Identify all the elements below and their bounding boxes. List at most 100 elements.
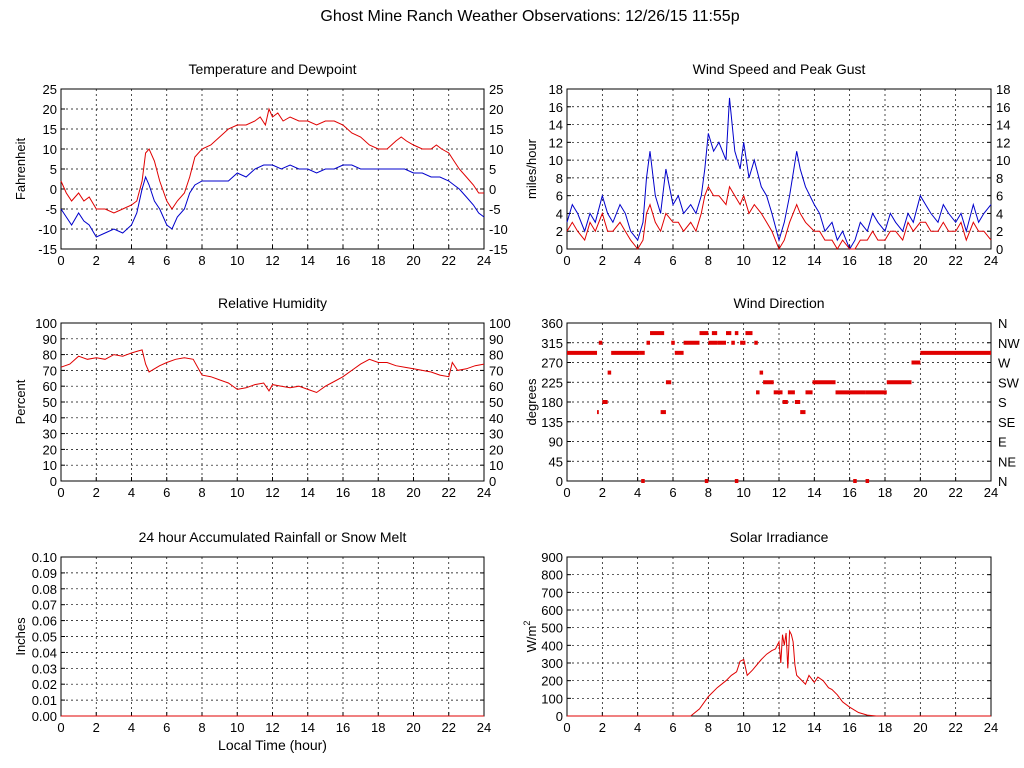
y-tick-label-right: S: [998, 395, 1007, 410]
y-axis-label: Fahrenheit: [13, 138, 28, 201]
x-tick-label: 14: [807, 253, 821, 268]
x-tick-label: 8: [198, 253, 205, 268]
x-tick-label: 16: [842, 485, 856, 500]
y-tick-label: 18: [549, 82, 563, 97]
x-tick-label: 0: [563, 485, 570, 500]
y-axis-label: Percent: [13, 379, 28, 424]
y-tick-label: 0.07: [32, 598, 57, 613]
x-tick-label: 16: [336, 720, 350, 735]
y-tick-label-right: N: [998, 316, 1007, 331]
y-tick-label-right: 16: [996, 100, 1010, 115]
y-tick-label: 90: [43, 332, 57, 347]
y-tick-label: 40: [43, 411, 57, 426]
y-tick-label: 0.08: [32, 582, 57, 597]
series-line-1: [60, 107, 484, 214]
x-tick-label: 24: [984, 485, 998, 500]
y-tick-label: 0.02: [32, 677, 57, 692]
x-tick-label: 10: [230, 720, 244, 735]
x-tick-label: 8: [198, 485, 205, 500]
y-tick-label: 0.05: [32, 630, 57, 645]
series-line-2: [60, 164, 485, 238]
y-tick-label: 0.09: [32, 566, 57, 581]
x-tick-label: 2: [599, 720, 606, 735]
y-tick-label: 0.00: [32, 709, 57, 724]
chart-title: Wind Direction: [733, 295, 824, 311]
x-tick-label: 20: [913, 720, 927, 735]
y-tick-label-right: NW: [998, 336, 1020, 351]
y-tick-label: 10: [43, 142, 57, 157]
y-tick-label: 360: [541, 316, 563, 331]
y-tick-label: 2: [556, 224, 563, 239]
y-tick-label: 0: [556, 474, 563, 489]
y-tick-label: 135: [541, 415, 563, 430]
x-tick-label: 16: [336, 485, 350, 500]
y-tick-label-right: 2: [996, 224, 1003, 239]
x-tick-label: 16: [336, 253, 350, 268]
y-tick-label: 0: [556, 242, 563, 257]
x-tick-label: 8: [705, 720, 712, 735]
y-tick-label-right: 25: [489, 82, 503, 97]
x-tick-label: 22: [442, 720, 456, 735]
y-tick-label-right: 60: [489, 379, 503, 394]
chart-title: Temperature and Dewpoint: [188, 61, 356, 77]
y-tick-label: 20: [43, 442, 57, 457]
x-tick-label: 4: [634, 253, 641, 268]
x-tick-label: 18: [878, 720, 892, 735]
y-tick-label: 4: [556, 206, 563, 221]
x-tick-label: 24: [984, 253, 998, 268]
y-tick-label: 6: [556, 189, 563, 204]
x-tick-label: 14: [301, 253, 315, 268]
y-tick-label: 0.06: [32, 614, 57, 629]
y-tick-label-right: -5: [489, 202, 501, 217]
y-tick-label-right: 30: [489, 427, 503, 442]
x-tick-label: 14: [807, 485, 821, 500]
chart-title: Solar Irradiance: [730, 529, 829, 545]
y-tick-label-right: 100: [489, 316, 511, 331]
x-tick-label: 10: [736, 485, 750, 500]
y-tick-label: 200: [541, 674, 563, 689]
y-tick-label-right: 80: [489, 348, 503, 363]
y-tick-label: 25: [43, 82, 57, 97]
x-axis-label: Local Time (hour): [218, 737, 327, 753]
y-tick-label: 0.10: [32, 550, 57, 565]
x-tick-label: 6: [669, 720, 676, 735]
y-tick-label-right: N: [998, 474, 1007, 489]
x-tick-label: 12: [265, 720, 279, 735]
x-tick-label: 22: [948, 485, 962, 500]
x-tick-label: 0: [57, 253, 64, 268]
chart-title: 24 hour Accumulated Rainfall or Snow Mel…: [139, 529, 407, 545]
x-tick-label: 12: [265, 253, 279, 268]
y-tick-label: 60: [43, 379, 57, 394]
y-tick-label: 10: [43, 458, 57, 473]
y-tick-label-right: 70: [489, 363, 503, 378]
series-line-1: [60, 349, 485, 394]
x-tick-label: 20: [913, 253, 927, 268]
y-tick-label-right: SE: [998, 415, 1016, 430]
x-tick-label: 0: [57, 485, 64, 500]
chart-title: Relative Humidity: [218, 295, 327, 311]
x-tick-label: 14: [301, 485, 315, 500]
x-tick-label: 22: [948, 720, 962, 735]
y-tick-label-right: 6: [996, 189, 1003, 204]
y-tick-label: 45: [549, 454, 563, 469]
y-tick-label: 180: [541, 395, 563, 410]
y-tick-label-right: 0: [489, 474, 496, 489]
x-tick-label: 2: [93, 253, 100, 268]
y-tick-label-right: 0: [489, 182, 496, 197]
x-tick-label: 16: [842, 253, 856, 268]
y-tick-label: 14: [549, 118, 563, 133]
y-tick-label-right: 5: [489, 162, 496, 177]
y-tick-label-right: 15: [489, 122, 503, 137]
series-line-2: [566, 185, 992, 251]
x-tick-label: 16: [842, 720, 856, 735]
y-tick-label: 0: [50, 474, 57, 489]
chart-panel-5: 24 hour Accumulated Rainfall or Snow Mel…: [13, 529, 491, 753]
y-axis-label: miles/hour: [524, 138, 539, 199]
chart-title: Wind Speed and Peak Gust: [693, 61, 866, 77]
y-tick-label: 500: [541, 621, 563, 636]
y-axis-label: degrees: [524, 378, 539, 425]
